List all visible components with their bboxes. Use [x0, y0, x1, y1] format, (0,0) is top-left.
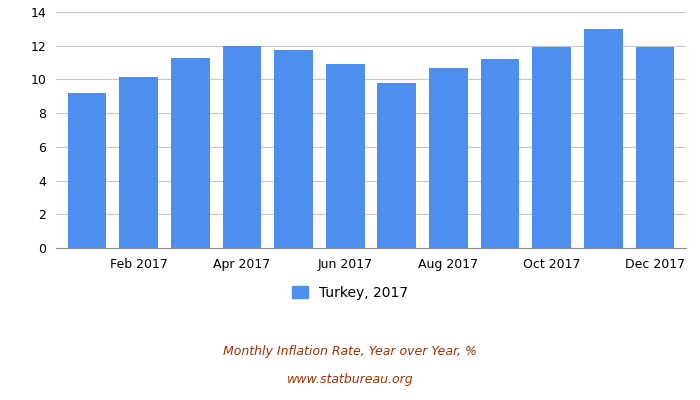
Bar: [533, 47, 571, 248]
Bar: [223, 46, 261, 248]
Legend: Turkey, 2017: Turkey, 2017: [286, 280, 414, 305]
Text: www.statbureau.org: www.statbureau.org: [287, 374, 413, 386]
Bar: [326, 64, 365, 248]
Bar: [636, 47, 674, 248]
Bar: [584, 29, 623, 248]
Bar: [171, 58, 209, 248]
Bar: [119, 77, 158, 248]
Bar: [68, 92, 106, 248]
Bar: [429, 68, 468, 248]
Bar: [377, 83, 416, 248]
Bar: [481, 59, 519, 248]
Text: Monthly Inflation Rate, Year over Year, %: Monthly Inflation Rate, Year over Year, …: [223, 346, 477, 358]
Bar: [274, 50, 313, 248]
